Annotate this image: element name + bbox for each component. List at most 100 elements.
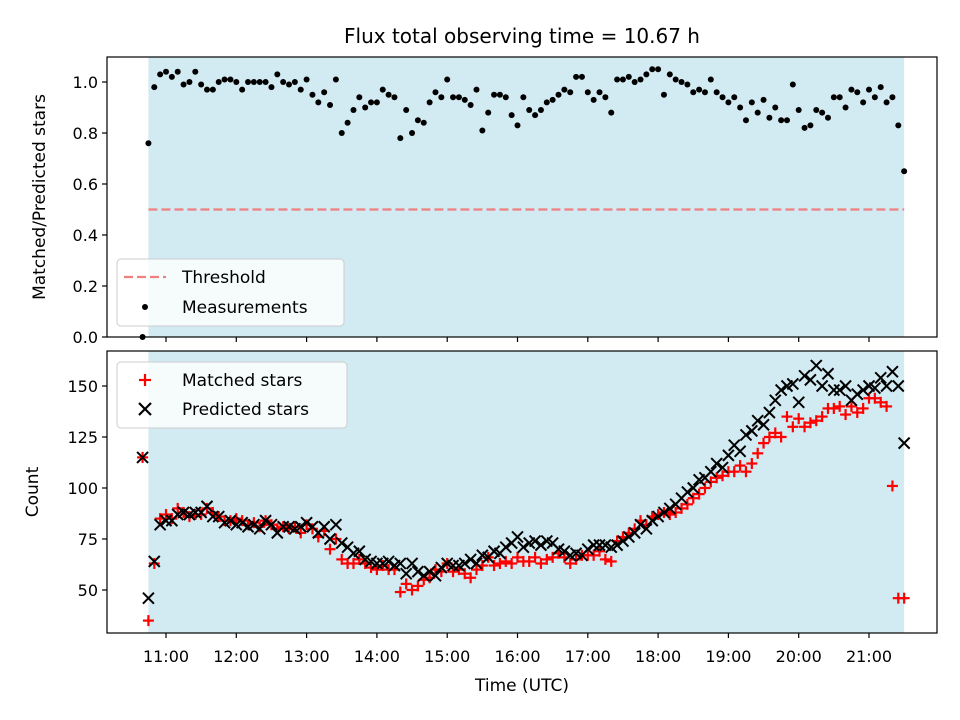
matched-star-point	[564, 557, 576, 569]
predicted-star-point	[757, 418, 770, 431]
matched-star-point	[857, 402, 869, 414]
predicted-star-point	[704, 465, 718, 478]
matched-star-point	[670, 506, 682, 518]
matched-star-point	[886, 480, 898, 492]
matched-star-point	[570, 553, 582, 565]
bottom-legend: Matched stars Predicted stars	[116, 361, 348, 429]
matched-star-point	[506, 557, 518, 569]
matched-star-point	[898, 592, 910, 604]
predicted-star-point	[200, 500, 214, 513]
bottom-y-tick-label: 75	[78, 530, 98, 549]
predicted-star-point	[511, 530, 524, 544]
matched-star-point	[711, 472, 723, 484]
measurement-point	[690, 89, 697, 96]
top-y-tick-label: 0.8	[73, 124, 98, 143]
measurement-point	[379, 86, 386, 93]
predicted-star-point	[833, 383, 846, 397]
measurement-point	[280, 79, 287, 85]
top-y-tick-label: 1.0	[73, 73, 98, 92]
x-tick-label: 19:00	[705, 647, 751, 666]
matched-star-point	[681, 498, 693, 510]
top-legend: Threshold Measurements	[116, 258, 345, 327]
predicted-star-point	[663, 502, 677, 515]
measurement-point	[889, 94, 896, 101]
x-tick-label: 21:00	[846, 647, 892, 666]
matched-star-point	[687, 492, 699, 504]
matched-star-point	[512, 551, 523, 563]
measurement-point	[286, 81, 293, 88]
measurement-point	[174, 68, 181, 75]
measurement-point	[848, 86, 855, 93]
measurement-point	[877, 84, 884, 91]
matched-star-point	[705, 476, 717, 488]
measurement-point	[567, 89, 574, 96]
matched-star-point	[728, 466, 740, 478]
predicted-star-point	[370, 557, 384, 570]
measurement-point	[901, 168, 908, 175]
matched-star-point	[834, 400, 846, 412]
predicted-star-point	[464, 553, 477, 566]
measurement-point	[274, 71, 281, 78]
predicted-star-point	[769, 394, 782, 407]
predicted-star-point	[593, 538, 606, 552]
measurement-point	[543, 99, 550, 106]
measurement-point	[666, 71, 673, 78]
measurement-point	[842, 104, 849, 111]
bottom-x-ticks: 11:00 12:00 13:00 14:00 15:00 16:00 17:00 18:00…	[143, 633, 892, 666]
matched-star-point	[775, 431, 787, 443]
top-y-ticks: 0.0 0.2 0.4 0.6 0.8 1.0	[73, 73, 107, 347]
measurement-point	[819, 109, 826, 116]
measurement-point	[491, 91, 498, 98]
matched-star-point	[353, 553, 365, 565]
measurement-point	[450, 94, 457, 101]
measurement-point	[707, 76, 714, 83]
measurement-point	[245, 79, 252, 85]
legend-predicted-label: Predicted stars	[182, 400, 309, 420]
measurement-point	[754, 109, 761, 116]
chart-title: Flux total observing time = 10.67 h	[344, 24, 700, 48]
matched-star-point	[881, 400, 893, 412]
top-y-axis-label: Matched/Predicted stars	[30, 94, 50, 300]
x-tick-label: 13:00	[284, 647, 330, 666]
bottom-y-tick-label: 150	[67, 377, 98, 396]
predicted-star-point	[634, 518, 647, 531]
measurement-point	[584, 89, 591, 96]
predicted-star-point	[616, 534, 630, 548]
predicted-star-point	[224, 514, 237, 527]
predicted-star-point	[382, 555, 395, 568]
predicted-star-point	[394, 557, 407, 570]
measurement-point	[783, 117, 790, 124]
measurement-point	[426, 99, 433, 106]
matched-star-point	[588, 549, 600, 561]
matched-star-point	[793, 413, 805, 425]
measurement-point	[151, 84, 158, 91]
matched-star-point	[412, 580, 424, 592]
measurement-point	[608, 109, 615, 116]
measurement-point	[479, 127, 486, 134]
bottom-y-tick-label: 100	[67, 479, 98, 498]
matched-star-point	[769, 427, 781, 439]
measurement-point	[332, 76, 339, 83]
predicted-star-point	[235, 516, 249, 529]
measurement-point	[204, 86, 211, 93]
matched-star-point	[324, 543, 336, 555]
bottom-axes-frame	[106, 350, 938, 634]
measurement-point	[824, 114, 831, 121]
matched-star-point	[465, 572, 477, 584]
predicted-star-point	[657, 506, 671, 519]
measurement-point	[256, 79, 263, 85]
matched-star-point	[347, 557, 359, 569]
predicted-star-point	[417, 569, 430, 582]
predicted-star-point	[874, 371, 887, 385]
matched-star-point	[172, 502, 184, 514]
measurement-point	[836, 94, 843, 101]
measurement-point	[496, 91, 503, 98]
matched-star-point	[160, 509, 172, 521]
matched-star-point	[248, 517, 260, 529]
measurement-point	[737, 104, 744, 111]
x-tick-label: 11:00	[143, 647, 189, 666]
x-tick-label: 14:00	[354, 647, 400, 666]
top-y-tick-label: 0.6	[73, 175, 98, 194]
predicted-star-point	[821, 367, 835, 380]
predicted-star-point	[411, 565, 425, 578]
